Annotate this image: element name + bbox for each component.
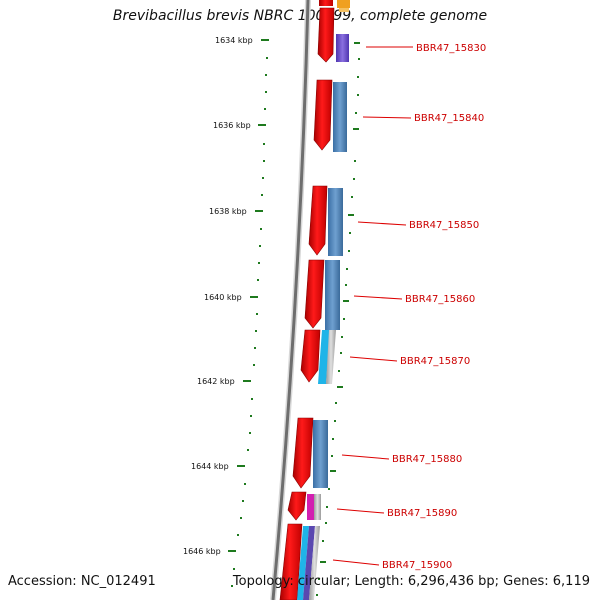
gene-arrow-15890[interactable] <box>287 491 307 521</box>
gene-arrow-15900[interactable] <box>279 523 303 600</box>
gene-label-15880[interactable]: BBR47_15880 <box>392 454 462 465</box>
purple-block-15900 <box>303 526 315 600</box>
outer-track <box>316 42 360 596</box>
genome-backbone-core <box>271 0 310 600</box>
gene-arrow-15870[interactable] <box>300 329 321 383</box>
scale-label-1642: 1642 kbp <box>197 377 235 386</box>
scale-label-1640: 1640 kbp <box>204 293 242 302</box>
orange-block-top <box>337 0 350 8</box>
gene-arrow-15840[interactable] <box>313 79 333 151</box>
grey-block-15890 <box>314 494 321 520</box>
blue-block-15860 <box>325 260 340 330</box>
accession-text: Accession: NC_012491 <box>8 574 156 589</box>
scale-label-1638: 1638 kbp <box>209 207 247 216</box>
blue-block-15880 <box>313 420 328 488</box>
grey-block-15900 <box>309 526 320 600</box>
gene-arrow-15850[interactable] <box>308 185 328 256</box>
gene-arrow-15860[interactable] <box>304 259 325 329</box>
gene-label-15890[interactable]: BBR47_15890 <box>387 508 457 519</box>
callout-lines <box>332 46 413 566</box>
genome-summary-text: Topology: circular; Length: 6,296,436 bp… <box>232 574 590 589</box>
purple-block <box>336 34 349 62</box>
gene-arrow-15880[interactable] <box>292 417 314 489</box>
gene-label-15900[interactable]: BBR47_15900 <box>382 560 452 571</box>
scale-ticks <box>228 39 269 552</box>
gene-arrows <box>279 7 335 600</box>
gene-label-15860[interactable]: BBR47_15860 <box>405 294 475 305</box>
gene-arrow-15830[interactable] <box>317 7 335 63</box>
orange-block-top-inner <box>339 8 349 12</box>
genome-title: Brevibacillus brevis NBRC 100599, comple… <box>112 8 488 24</box>
gene-label-15870[interactable]: BBR47_15870 <box>400 356 470 367</box>
cyan-block-15900 <box>297 526 309 600</box>
gene-arrow-top-partial <box>319 0 333 6</box>
gene-label-15830[interactable]: BBR47_15830 <box>416 43 486 54</box>
grey-block-15870 <box>326 330 336 384</box>
blue-block-15840 <box>333 82 347 152</box>
gene-label-15840[interactable]: BBR47_15840 <box>414 113 484 124</box>
scale-label-1646: 1646 kbp <box>183 547 221 556</box>
scale-label-1634: 1634 kbp <box>215 36 253 45</box>
scale-label-1636: 1636 kbp <box>213 121 251 130</box>
gene-label-15850[interactable]: BBR47_15850 <box>409 220 479 231</box>
scale-label-1644: 1644 kbp <box>191 462 229 471</box>
magenta-block-15890 <box>307 494 315 520</box>
scale-track <box>231 57 268 587</box>
blue-block-15850 <box>328 188 343 256</box>
